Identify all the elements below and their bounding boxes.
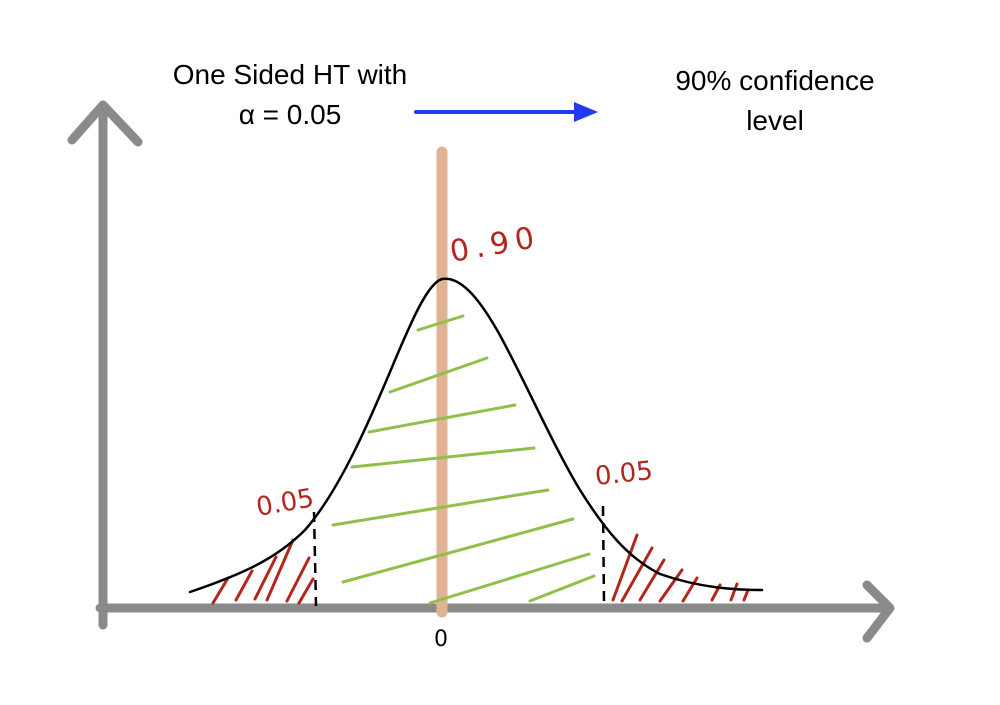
hypothesis-test-title-line-1: One Sided HT with: [172, 59, 408, 90]
left-tail-probability-label: 0.05: [254, 483, 316, 523]
y-axis-arrowhead-icon: [67, 100, 143, 147]
confidence-level-label-line-1: 90% confidence: [675, 65, 875, 96]
right-tail-probability-label: 0.05: [594, 456, 655, 492]
implies-arrow-icon: [414, 102, 598, 122]
hypothesis-test-alpha-label: α = 0.05: [238, 99, 342, 130]
origin-zero-label: 0: [434, 627, 448, 652]
x-axis-arrowhead-icon: [862, 580, 895, 643]
left-tail-hatching: [211, 538, 315, 605]
axes: [67, 100, 895, 643]
central-region-probability-label: 0.90: [447, 220, 542, 270]
right-critical-value-line: [601, 505, 606, 605]
confidence-level-label-line-2: level: [746, 105, 804, 136]
normal-curve: [188, 277, 764, 594]
left-critical-value-line: [312, 511, 318, 607]
right-tail-hatching: [611, 533, 750, 603]
central-region-hatching: [331, 314, 596, 605]
